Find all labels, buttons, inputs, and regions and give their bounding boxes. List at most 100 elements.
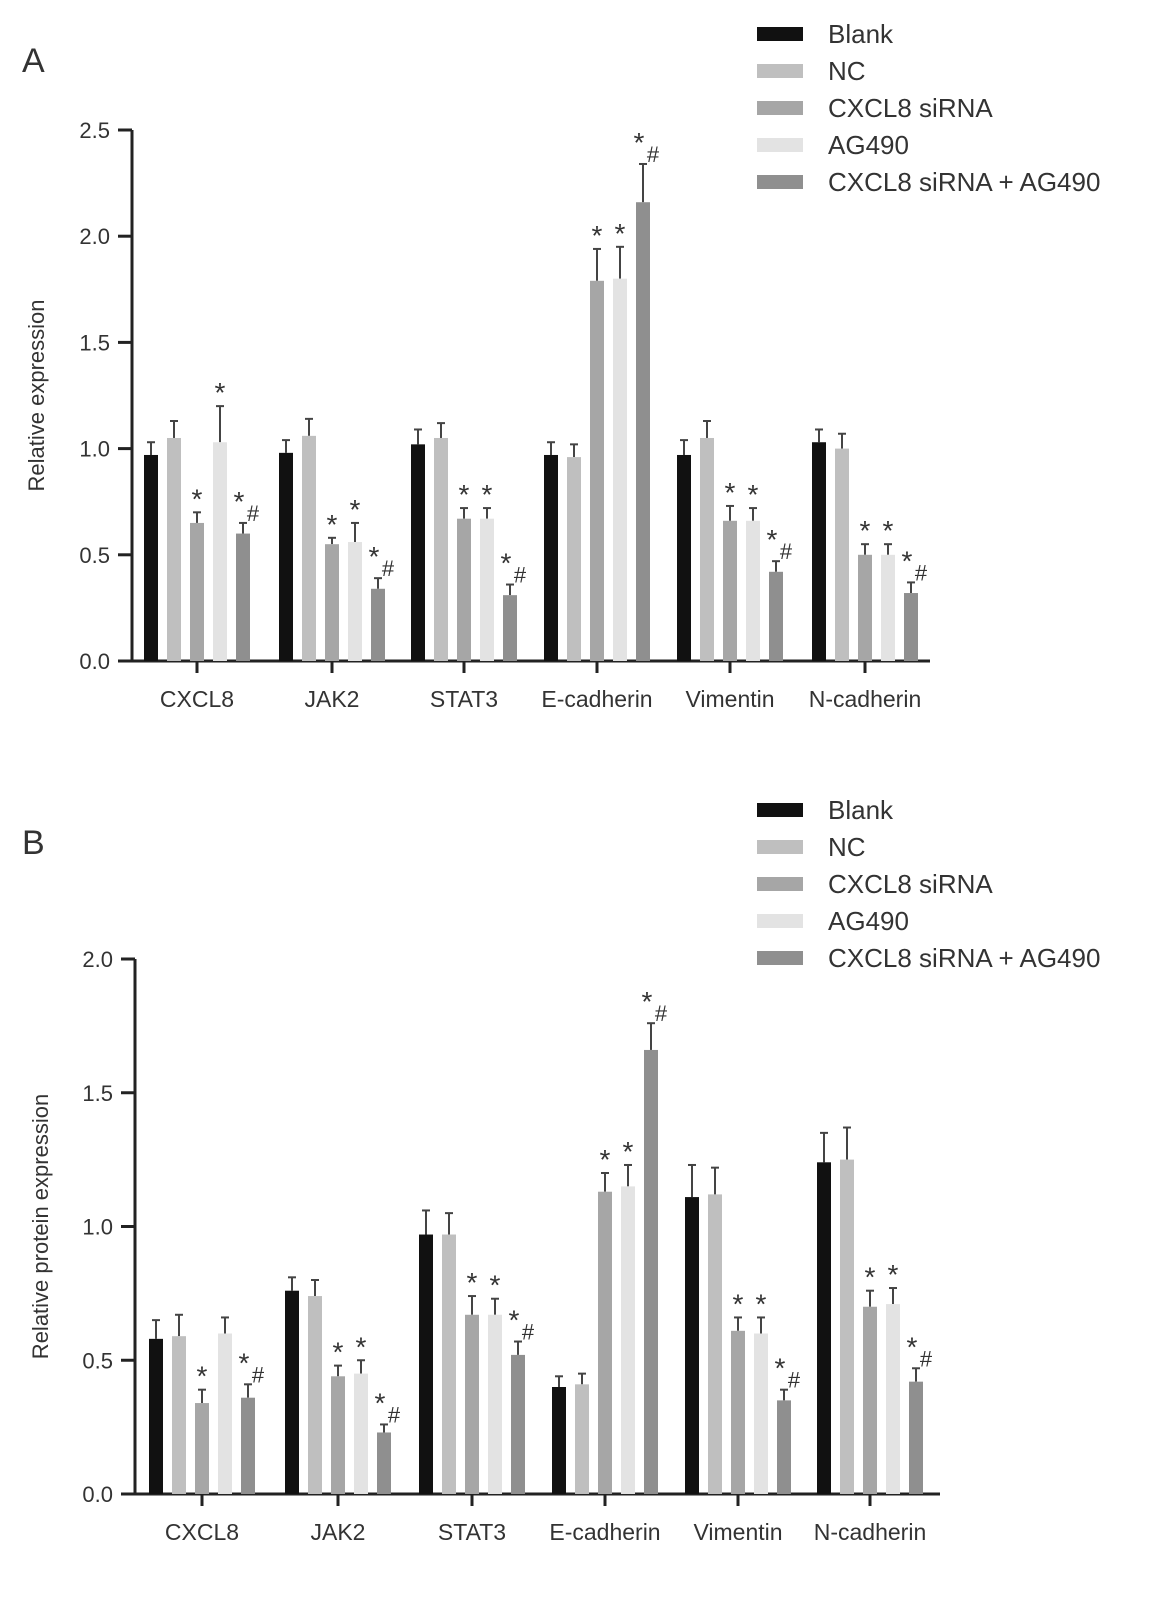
- bar-blank: [411, 444, 425, 661]
- bar-nc: [434, 437, 448, 661]
- x-tick-label: STAT3: [438, 1519, 506, 1545]
- legend-label: CXCL8 siRNA: [828, 869, 993, 899]
- bar-cxcl8-sirna: [325, 544, 339, 661]
- significance-mark: *: [907, 1331, 918, 1362]
- x-tick-label: CXCL8: [165, 1519, 239, 1545]
- significance-mark: *: [333, 1337, 344, 1368]
- legend-swatch: [757, 914, 803, 928]
- y-tick-label: 1.0: [82, 1215, 113, 1240]
- significance-mark: *: [501, 548, 512, 579]
- significance-mark: #: [514, 563, 527, 588]
- bar-blank: [149, 1338, 163, 1494]
- bar-cxcl8-sirna: [863, 1306, 877, 1494]
- bar-nc: [172, 1336, 186, 1494]
- bar-ag490: [886, 1304, 900, 1494]
- bar-ag490: [213, 442, 227, 661]
- legend-swatch: [757, 877, 803, 891]
- legend-label: CXCL8 siRNA + AG490: [828, 167, 1100, 197]
- significance-mark: *: [356, 1331, 367, 1362]
- legend-swatch: [757, 138, 803, 152]
- panel-label: A: [22, 42, 45, 80]
- bar-cxcl8-sirna-ag490: [909, 1381, 923, 1494]
- bar-ag490: [754, 1333, 768, 1494]
- bar-cxcl8-sirna-ag490: [644, 1049, 658, 1494]
- significance-mark: *: [767, 524, 778, 555]
- bar-ag490: [348, 542, 362, 661]
- significance-mark: *: [733, 1288, 744, 1319]
- bar-nc: [308, 1296, 322, 1494]
- bar-blank: [144, 454, 158, 661]
- significance-mark: *: [509, 1305, 520, 1336]
- significance-mark: *: [883, 515, 894, 546]
- y-tick-label: 1.5: [82, 1081, 113, 1106]
- significance-mark: *: [327, 509, 338, 540]
- bar-cxcl8-sirna-ag490: [769, 571, 783, 661]
- significance-mark: #: [522, 1320, 535, 1345]
- bar-cxcl8-sirna-ag490: [511, 1354, 525, 1494]
- legend-label: NC: [828, 832, 866, 862]
- y-tick-label: 0.0: [79, 649, 110, 674]
- bar-blank: [817, 1162, 831, 1494]
- legend-swatch: [757, 803, 803, 817]
- legend-swatch: [757, 27, 803, 41]
- significance-mark: *: [375, 1387, 386, 1418]
- bar-nc: [167, 437, 181, 661]
- legend-label: NC: [828, 56, 866, 86]
- bar-ag490: [488, 1314, 502, 1494]
- x-tick-label: Vimentin: [685, 686, 774, 712]
- bar-blank: [285, 1290, 299, 1494]
- x-tick-label: N-cadherin: [814, 1519, 927, 1545]
- significance-mark: *: [369, 541, 380, 572]
- x-tick-label: STAT3: [430, 686, 498, 712]
- x-tick-label: E-cadherin: [549, 1519, 660, 1545]
- significance-mark: *: [192, 483, 203, 514]
- significance-mark: *: [902, 545, 913, 576]
- legend-swatch: [757, 951, 803, 965]
- significance-mark: *: [865, 1262, 876, 1293]
- bar-nc: [708, 1194, 722, 1494]
- y-tick-label: 1.0: [79, 437, 110, 462]
- legend-label: Blank: [828, 795, 894, 825]
- bar-cxcl8-sirna: [457, 518, 471, 661]
- significance-mark: #: [252, 1362, 265, 1387]
- bar-blank: [677, 454, 691, 661]
- bar-ag490: [218, 1333, 232, 1494]
- bar-blank: [544, 454, 558, 661]
- significance-mark: *: [215, 377, 226, 408]
- bar-cxcl8-sirna-ag490: [377, 1432, 391, 1494]
- bar-nc: [575, 1384, 589, 1494]
- legend-swatch: [757, 840, 803, 854]
- bar-cxcl8-sirna: [190, 522, 204, 661]
- bar-cxcl8-sirna: [858, 554, 872, 661]
- panel-A: A 0.0 0.5 1.0 1.5 2.0 2.5 Relative expression CX…: [22, 19, 1100, 712]
- significance-mark: *: [600, 1144, 611, 1175]
- bar-cxcl8-sirna: [465, 1314, 479, 1494]
- significance-mark: *: [888, 1259, 899, 1290]
- bar-cxcl8-sirna: [331, 1376, 345, 1494]
- bar-ag490: [354, 1373, 368, 1494]
- y-tick-label: 0.5: [82, 1348, 113, 1373]
- bar-cxcl8-sirna: [723, 520, 737, 661]
- bar-cxcl8-sirna-ag490: [236, 533, 250, 661]
- significance-mark: #: [920, 1346, 933, 1371]
- significance-mark: #: [388, 1402, 401, 1427]
- bar-cxcl8-sirna: [195, 1403, 209, 1494]
- panel-B: B 0.0 0.5 1.0 1.5 2.0 Relative protein express…: [22, 795, 1100, 1545]
- bar-nc: [835, 448, 849, 661]
- bar-blank: [279, 452, 293, 661]
- bar-nc: [700, 437, 714, 661]
- significance-mark: *: [234, 486, 245, 517]
- legend-swatch: [757, 101, 803, 115]
- bar-cxcl8-sirna: [731, 1330, 745, 1494]
- significance-mark: *: [756, 1288, 767, 1319]
- x-tick-label: CXCL8: [160, 686, 234, 712]
- x-tick-label: JAK2: [305, 686, 360, 712]
- bar-nc: [302, 435, 316, 661]
- significance-mark: *: [634, 127, 645, 158]
- bar-cxcl8-sirna-ag490: [241, 1397, 255, 1494]
- bar-blank: [552, 1387, 566, 1494]
- significance-mark: #: [382, 556, 395, 581]
- y-tick-label: 2.0: [82, 947, 113, 972]
- x-tick-label: E-cadherin: [541, 686, 652, 712]
- significance-mark: *: [350, 494, 361, 525]
